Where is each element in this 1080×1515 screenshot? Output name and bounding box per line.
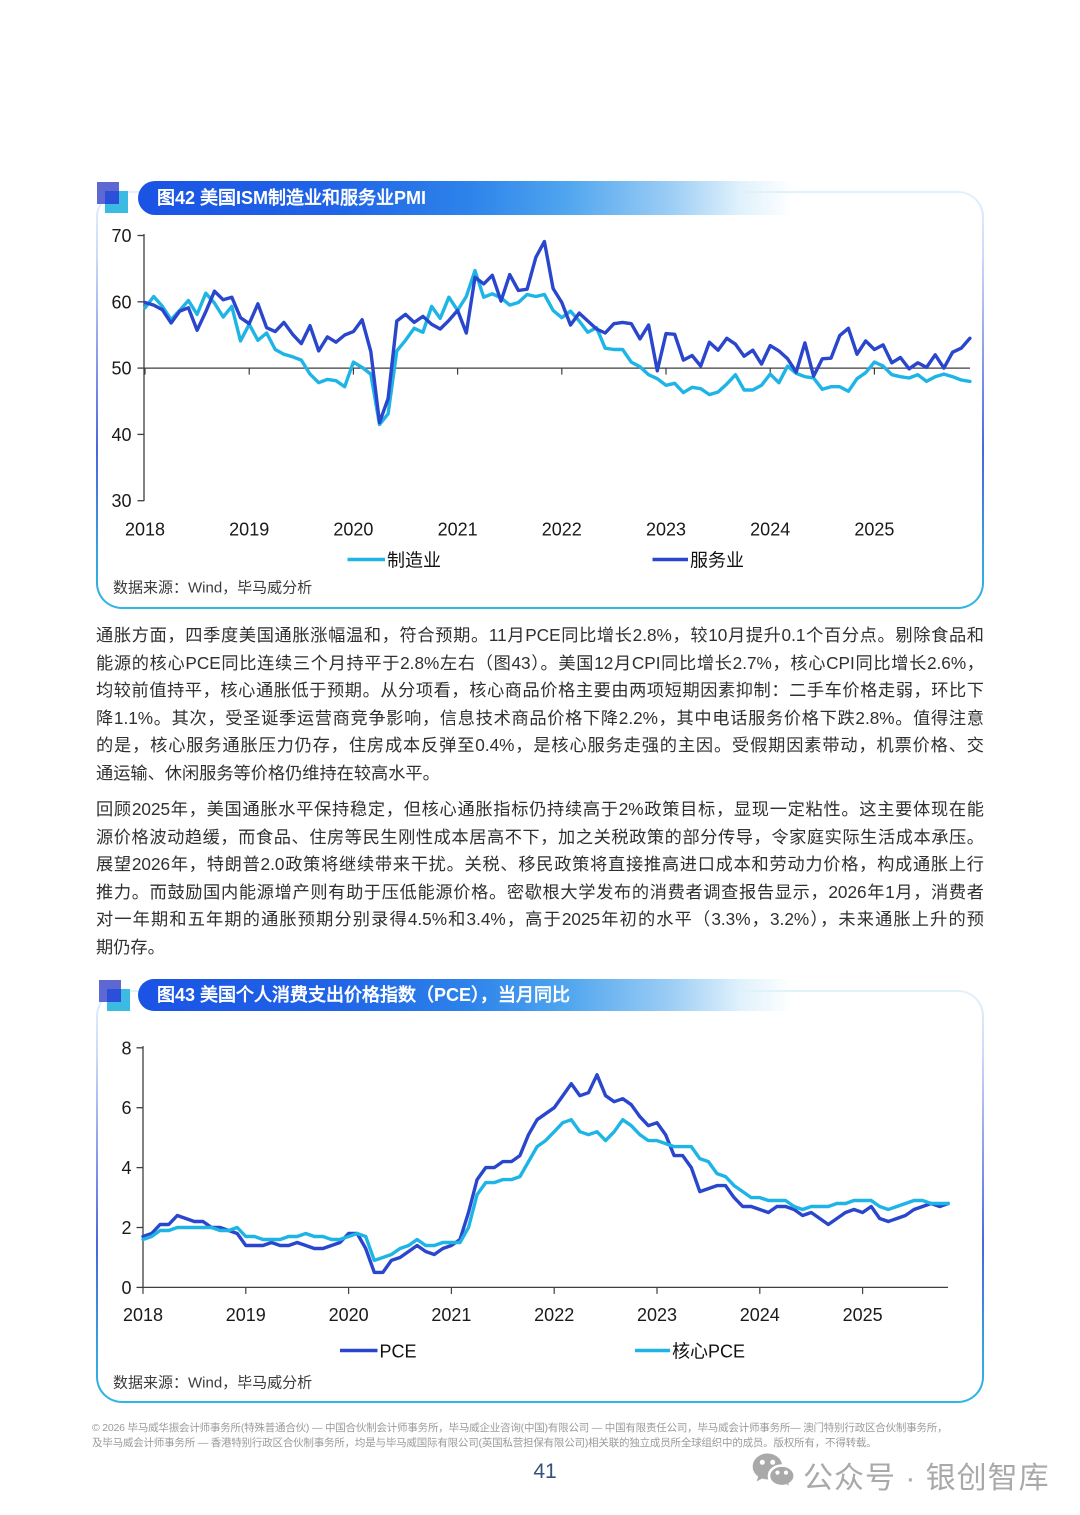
svg-text:6: 6: [121, 1098, 131, 1118]
svg-text:2018: 2018: [125, 519, 165, 539]
svg-text:2021: 2021: [431, 1305, 471, 1325]
svg-text:2022: 2022: [534, 1305, 574, 1325]
svg-text:2022: 2022: [542, 519, 582, 539]
svg-text:40: 40: [111, 425, 131, 445]
svg-text:2019: 2019: [229, 519, 269, 539]
svg-text:2025: 2025: [843, 1305, 883, 1325]
svg-text:30: 30: [111, 491, 131, 511]
svg-text:2019: 2019: [226, 1305, 266, 1325]
svg-text:2025: 2025: [854, 519, 894, 539]
svg-text:8: 8: [121, 1038, 131, 1058]
svg-text:2021: 2021: [438, 519, 478, 539]
svg-text:服务业: 服务业: [690, 551, 744, 571]
svg-text:50: 50: [111, 359, 131, 379]
svg-text:数据来源：Wind，毕马威分析: 数据来源：Wind，毕马威分析: [113, 1375, 312, 1392]
svg-text:核心PCE: 核心PCE: [672, 1342, 745, 1362]
svg-text:70: 70: [111, 226, 131, 246]
svg-text:制造业: 制造业: [387, 551, 441, 571]
svg-text:0: 0: [121, 1278, 131, 1298]
svg-text:PCE: PCE: [380, 1342, 417, 1362]
svg-text:2023: 2023: [646, 519, 686, 539]
svg-text:4: 4: [121, 1158, 131, 1178]
svg-text:2020: 2020: [329, 1305, 369, 1325]
svg-text:60: 60: [111, 292, 131, 312]
svg-text:2: 2: [121, 1218, 131, 1238]
svg-text:数据来源：Wind，毕马威分析: 数据来源：Wind，毕马威分析: [113, 580, 312, 597]
svg-text:2018: 2018: [123, 1305, 163, 1325]
svg-text:2024: 2024: [740, 1305, 780, 1325]
svg-text:2024: 2024: [750, 519, 790, 539]
svg-text:2020: 2020: [333, 519, 373, 539]
svg-text:2023: 2023: [637, 1305, 677, 1325]
